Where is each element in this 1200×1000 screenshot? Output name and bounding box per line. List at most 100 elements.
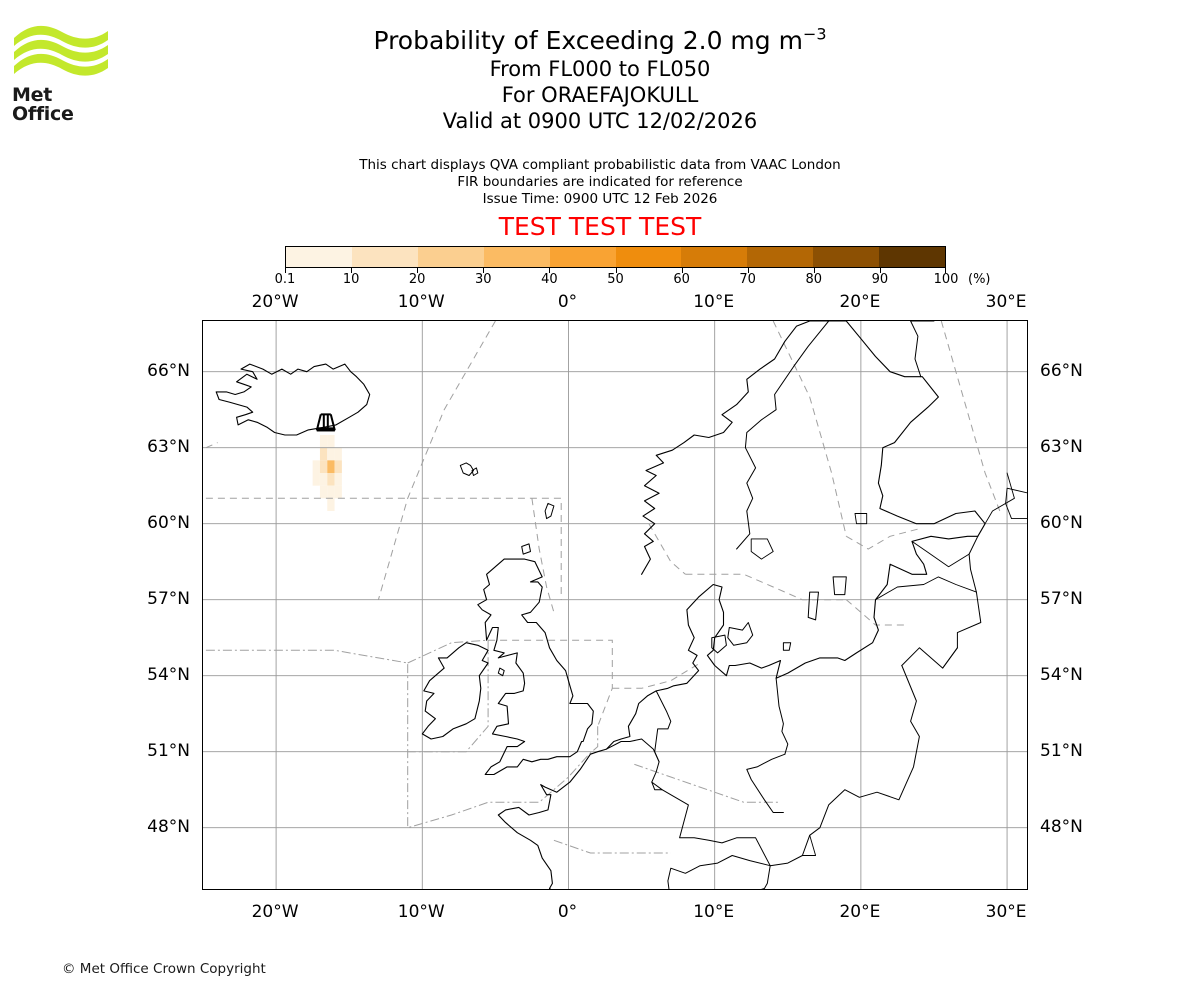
colorbar-tick-5 <box>615 268 617 273</box>
fir-boundary-scandinavia-south <box>685 573 847 601</box>
ash-cell <box>319 435 328 448</box>
coastline-gotland <box>832 576 847 596</box>
colorbar-tick-label-1: 10 <box>342 272 360 287</box>
fir-boundary-finland-east <box>940 321 1001 512</box>
fir-boundary-north-sea <box>612 662 701 689</box>
lake-vanern <box>750 538 774 560</box>
colorbar-tick-label-8: 80 <box>805 272 823 287</box>
ash-cell <box>319 485 328 499</box>
colorbar-segment-0 <box>286 247 352 267</box>
met-office-logo: Met Office <box>12 24 110 124</box>
coastline-ireland <box>421 642 489 740</box>
lat-label-right: 57°N <box>1040 588 1083 609</box>
caption-issue-time: Issue Time: 0900 UTC 12 Feb 2026 <box>482 191 718 207</box>
colorbar-unit-label: (%) <box>968 272 991 287</box>
ash-cell <box>319 473 328 486</box>
ash-cell <box>334 485 342 499</box>
fir-boundary-london-south <box>407 726 599 829</box>
caption-block: This chart displays QVA compliant probab… <box>0 157 1200 208</box>
coastline-faroe-islands <box>471 467 479 476</box>
ash-cell <box>327 447 335 461</box>
border-france-south-alps <box>549 855 771 889</box>
colorbar-segment-7 <box>747 247 814 267</box>
fir-boundaries <box>205 321 1001 854</box>
copyright-notice: © Met Office Crown Copyright <box>62 961 266 977</box>
border-baltic-east <box>901 535 982 669</box>
page-title-exponent: −3 <box>802 24 827 44</box>
colorbar-ticks <box>285 268 946 273</box>
met-office-wordmark: Met Office <box>12 84 74 125</box>
coastline-adriatic-north <box>761 865 771 889</box>
colorbar-segment-5 <box>615 247 682 267</box>
caption-qva: This chart displays QVA compliant probab… <box>359 157 841 173</box>
border-luxembourg <box>651 781 663 791</box>
test-banner: TEST TEST TEST <box>498 212 702 241</box>
border-latvia-estonia <box>875 576 977 601</box>
lon-label-bottom: 0° <box>557 902 578 922</box>
lat-label-left: 51°N <box>147 740 190 761</box>
lat-label-left: 57°N <box>147 588 190 609</box>
fir-boundary-reykjavik-east <box>377 321 496 600</box>
lon-label-bottom: 20°E <box>839 902 881 922</box>
lat-label-left: 48°N <box>147 816 190 837</box>
lon-label-bottom: 30°E <box>985 902 1027 922</box>
colorbar-segment-4 <box>549 247 616 267</box>
colorbar-segment-2 <box>417 247 484 267</box>
subtitle-volcano: For ORAEFAJOKULL <box>501 83 699 107</box>
lon-label-top: 10°E <box>693 292 735 312</box>
fir-boundary-baltic-north <box>846 528 920 550</box>
fir-boundary-sweden-norway <box>772 321 847 537</box>
fir-boundary-shanwick <box>205 649 409 828</box>
coastline-funen <box>711 634 727 654</box>
border-norway-sweden <box>736 321 830 550</box>
volcano-marker-oraefajokull <box>315 413 336 432</box>
coastline-zealand <box>727 622 754 646</box>
coastline-europe-mainland <box>497 321 986 889</box>
colorbar-tick-labels: 0.1 10 20 30 40 50 60 70 80 90 100 <box>275 272 959 290</box>
lat-label-right: 54°N <box>1040 664 1083 685</box>
lake-ladoga <box>1005 487 1027 520</box>
colorbar-tick-label-9: 90 <box>871 272 889 287</box>
fir-boundary-baltic-south <box>845 599 905 626</box>
ash-cell <box>334 460 342 473</box>
border-hungary-west <box>801 834 817 856</box>
colorbar-tick-label-0: 0.1 <box>274 272 296 287</box>
colorbar-tick-label-6: 60 <box>673 272 690 287</box>
colorbar-tick-9 <box>879 268 881 273</box>
border-germany-poland <box>775 677 789 755</box>
border-eastern-europe <box>769 665 920 867</box>
coastline-aland <box>854 513 868 525</box>
ash-cell <box>312 473 320 486</box>
map-canvas <box>203 321 1027 889</box>
coastline-great-britain <box>477 558 594 776</box>
coastline-iceland <box>215 363 371 436</box>
colorbar-tick-6 <box>681 268 683 273</box>
fir-boundary-scottish-london <box>488 639 613 727</box>
lon-label-top: 0° <box>557 292 578 312</box>
border-belgium-netherlands <box>606 738 660 763</box>
colorbar-tick-2 <box>417 268 419 273</box>
subtitle-flight-levels: From FL000 to FL050 <box>489 57 711 81</box>
ash-cell <box>327 473 335 486</box>
fir-boundary-central-europe <box>634 763 781 803</box>
colorbar: 0.1 10 20 30 40 50 60 70 80 90 100 <box>275 246 958 287</box>
fir-boundary-corner <box>205 442 218 449</box>
map-gridlines <box>203 321 1027 889</box>
lon-label-top: 20°E <box>839 292 881 312</box>
border-czech <box>746 753 786 813</box>
lon-label-bottom: 10°W <box>397 902 445 922</box>
ash-cell <box>327 498 335 511</box>
fir-boundary-scotland-north <box>531 498 555 613</box>
lat-label-right: 63°N <box>1040 436 1083 457</box>
colorbar-tick-label-4: 40 <box>541 272 558 287</box>
colorbar-segment-1 <box>351 247 418 267</box>
subtitle-valid-time: Valid at 0900 UTC 12/02/2026 <box>442 109 758 133</box>
lon-label-bottom: 10°E <box>693 902 735 922</box>
coastline-bornholm <box>782 642 792 651</box>
ash-cell <box>327 460 335 473</box>
page-title: Probability of Exceeding 2.0 mg m−3 <box>0 26 1200 56</box>
lat-label-left: 54°N <box>147 664 190 685</box>
colorbar-tick-7 <box>747 268 749 273</box>
colorbar-segment-8 <box>813 247 880 267</box>
map-frame <box>202 320 1028 890</box>
